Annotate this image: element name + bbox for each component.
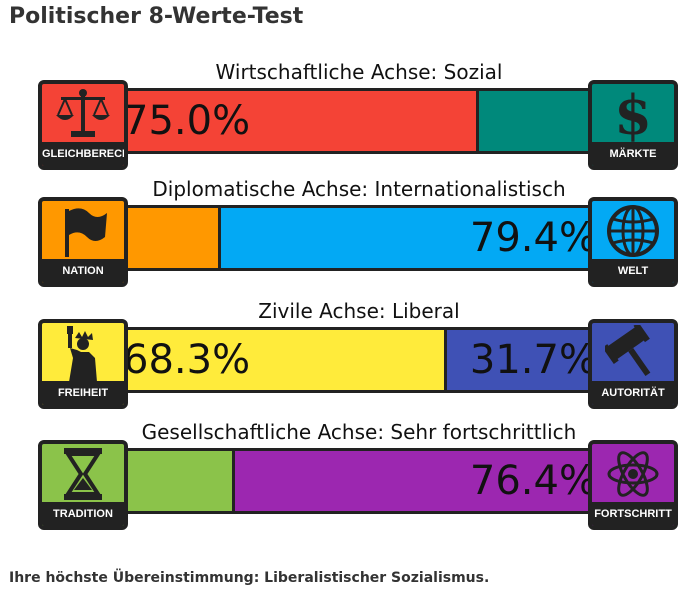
right-segment: 79.4% (220, 208, 597, 268)
badge-caption: WELT (592, 259, 674, 283)
right-percent: 76.4% (469, 458, 597, 504)
right-percent: 31.7% (469, 337, 597, 383)
badge-caption: GLEICHBERECHTIGUNG (42, 142, 124, 166)
right-percent: 79.4% (469, 215, 597, 261)
dollar-icon: $ (614, 86, 652, 142)
axis-bar: 76.4% (120, 448, 600, 514)
badge-left: NATION (38, 197, 128, 287)
axis-bar: 79.4% (120, 205, 600, 271)
axis-social: Gesellschaftliche Achse: Sehr fortschrit… (38, 418, 680, 530)
axis-label: Zivile Achse: Liberal (258, 299, 460, 323)
left-percent: 68.3% (123, 337, 251, 383)
badge-caption: TRADITION (42, 502, 124, 526)
badge-right: WELT (588, 197, 678, 287)
result-text: Ihre höchste Übereinstimmung: Liberalist… (9, 570, 490, 586)
badge-left: TRADITION (38, 440, 128, 530)
gavel-icon (605, 325, 651, 377)
axis-bar: 75.0% (120, 88, 600, 154)
atom-icon (607, 451, 659, 497)
badge-left: GLEICHBERECHTIGUNG (38, 80, 128, 170)
right-segment: 76.4% (234, 451, 597, 511)
axis-label: Wirtschaftliche Achse: Sozial (215, 60, 503, 84)
left-segment: 75.0% (123, 91, 479, 151)
left-percent: 75.0% (123, 98, 251, 144)
badge-left: FREIHEIT (38, 319, 128, 409)
statue-of-liberty-icon (67, 326, 97, 382)
right-segment: 31.7% (446, 330, 597, 390)
left-segment (123, 208, 221, 268)
badge-caption: AUTORITÄT (592, 381, 674, 405)
page-title: Politischer 8-Werte-Test (9, 4, 304, 29)
axis-bar: 68.3% 31.7% (120, 327, 600, 393)
axis-economic: Wirtschaftliche Achse: Sozial 75.0% GLEI (38, 58, 680, 170)
badge-right: AUTORITÄT (588, 319, 678, 409)
axis-diplomatic: Diplomatische Achse: Internationalistisc… (38, 175, 680, 287)
globe-icon (607, 205, 659, 257)
flag-icon (65, 208, 107, 257)
svg-text:$: $ (614, 86, 652, 142)
badge-right: FORTSCHRITT (588, 440, 678, 530)
badge-caption: FORTSCHRITT (592, 502, 674, 526)
axis-label: Gesellschaftliche Achse: Sehr fortschrit… (141, 420, 577, 444)
hourglass-icon (64, 448, 102, 500)
right-segment (478, 91, 597, 151)
left-segment (123, 451, 235, 511)
scales-icon (56, 89, 110, 137)
badge-caption: NATION (42, 259, 124, 283)
badge-right: $ MÄRKTE (588, 80, 678, 170)
left-segment: 68.3% (123, 330, 447, 390)
badge-caption: FREIHEIT (42, 381, 124, 405)
axis-civil: Zivile Achse: Liberal 68.3% 31.7% FREIHE… (38, 297, 680, 409)
badge-caption: MÄRKTE (592, 142, 674, 166)
axis-label: Diplomatische Achse: Internationalistisc… (152, 177, 566, 201)
